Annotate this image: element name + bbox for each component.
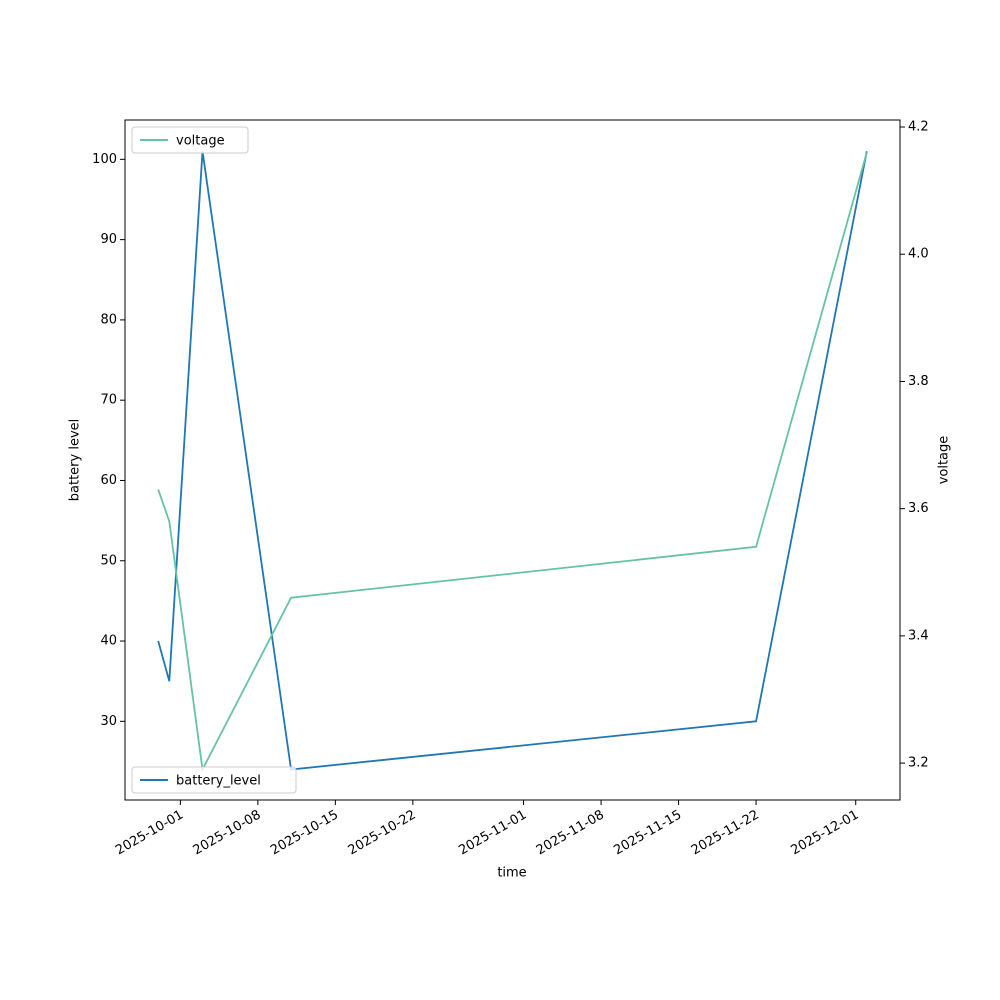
x-tick-label: 2025-10-01 — [113, 808, 186, 859]
y-tick-label: 70 — [100, 393, 117, 408]
y2-tick-label: 3.4 — [908, 628, 929, 643]
plot-frame — [124, 119, 901, 801]
x-tick-label: 2025-11-08 — [534, 808, 607, 859]
legend: battery_level — [131, 766, 297, 794]
legend-label: voltage — [176, 134, 225, 149]
legend: voltage — [131, 126, 249, 154]
x-tick-label: 2025-11-15 — [611, 808, 684, 859]
x-tick-label: 2025-11-22 — [689, 808, 762, 859]
y2-tick-label: 3.8 — [908, 374, 929, 389]
y-tick-label: 30 — [100, 714, 117, 729]
legend-box — [131, 766, 297, 794]
x-tick-label: 2025-12-01 — [789, 808, 862, 859]
y-axis-label: battery level — [68, 419, 83, 502]
y-tick-label: 100 — [92, 152, 117, 167]
x-tick-label: 2025-10-08 — [191, 808, 264, 859]
y-tick-label: 60 — [100, 473, 117, 488]
x-tick-label: 2025-10-22 — [346, 808, 419, 859]
series-line — [157, 151, 868, 771]
y-tick-label: 80 — [100, 312, 117, 327]
x-tick-label: 2025-10-15 — [268, 808, 341, 859]
y-tick-label: 50 — [100, 553, 117, 568]
legend-label: battery_level — [176, 774, 261, 789]
y-tick-label: 90 — [100, 232, 117, 247]
y2-axis-label: voltage — [937, 436, 952, 485]
y2-tick-label: 3.2 — [908, 756, 929, 771]
series-line — [157, 152, 868, 773]
y2-tick-label: 4.0 — [908, 247, 929, 262]
x-axis-label: time — [497, 866, 526, 881]
y2-tick-label: 3.6 — [908, 501, 929, 516]
legend-box — [131, 126, 249, 154]
y2-tick-label: 4.2 — [908, 119, 929, 134]
y-tick-label: 40 — [100, 634, 117, 649]
x-tick-label: 2025-11-01 — [456, 808, 529, 859]
